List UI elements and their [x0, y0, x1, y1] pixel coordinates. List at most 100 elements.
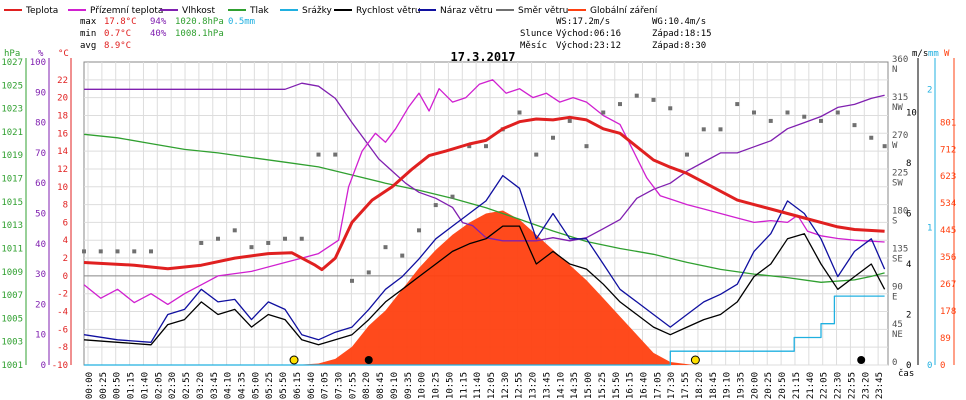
tick-pct: 50	[35, 210, 46, 220]
wind-direction-point	[685, 152, 689, 157]
tick-pct: 80	[35, 119, 46, 129]
wind-direction-point	[333, 152, 338, 157]
tick-ms: 6	[906, 210, 911, 220]
chart-title: 17.3.2017	[450, 50, 515, 64]
wind-direction-point	[651, 97, 656, 102]
tick-degC: 0	[63, 272, 68, 282]
x-tick-label: 23:45	[875, 372, 885, 399]
tick-hPa: 1005	[1, 314, 23, 324]
axis-label-pct: %	[38, 49, 44, 59]
series-p-zemn-teplota	[83, 79, 885, 306]
wind-direction-point	[249, 245, 254, 250]
x-tick-label: 03:45	[210, 372, 220, 399]
tick-pct: 10	[35, 331, 46, 341]
legend-label: Globální záření	[590, 6, 658, 16]
legend-label: Tlak	[249, 6, 270, 16]
x-tick-label: 12:05	[487, 372, 497, 399]
tick-degC: -2	[57, 290, 68, 300]
tick-pct: 0	[41, 361, 46, 371]
tick-ms: 10	[906, 109, 917, 119]
moon-label: Měsíc	[520, 41, 547, 51]
x-tick-label: 19:35	[737, 372, 747, 399]
x-tick-label: 14:10	[556, 372, 566, 399]
x-tick-label: 17:30	[667, 372, 677, 399]
tick-wm2: 356	[940, 253, 956, 263]
wind-direction-point	[618, 102, 622, 107]
tick-hPa: 1019	[1, 151, 23, 161]
x-tick-label: 01:40	[140, 372, 150, 399]
x-tick-label: 12:55	[515, 372, 525, 399]
tick-ms: 2	[906, 311, 911, 321]
x-tick-label: 07:55	[348, 372, 358, 399]
wind-direction-point	[517, 110, 522, 115]
tick-pct: 100	[30, 58, 46, 68]
x-tick-label: 04:10	[224, 372, 234, 399]
tick-hPa: 1027	[1, 58, 23, 68]
legend-label: Teplota	[25, 6, 58, 16]
plot-series	[82, 79, 887, 366]
tick-ms: 0	[906, 361, 911, 371]
wind-direction-point	[852, 123, 857, 128]
tick-wm2: 178	[940, 307, 956, 317]
tick-degC: -6	[57, 325, 68, 335]
x-tick-label: 13:20	[529, 372, 539, 399]
wind-direction-point	[199, 240, 204, 245]
x-tick-label: 20:00	[750, 372, 760, 399]
x-tick-label: 13:45	[542, 372, 552, 399]
wind-direction-point	[417, 228, 421, 233]
tick-wm2: 623	[940, 172, 956, 182]
stat-min-press: 1008.1hPa	[175, 29, 224, 39]
tick-dir: 180	[892, 207, 908, 217]
x-tick-label: 07:05	[321, 372, 331, 399]
tick-pct: 60	[35, 179, 46, 189]
axis-label-mm: mm	[928, 49, 939, 59]
axis-label-ms: m/s	[912, 49, 928, 59]
wind-direction-point	[752, 110, 756, 115]
tick-degC: -4	[57, 308, 68, 318]
stats-block: max 17.8°C 94% 1020.8hPa 0.5mm min 0.7°C…	[80, 17, 255, 51]
tick-dir: 0	[892, 358, 897, 368]
x-tick-label: 08:20	[362, 372, 372, 399]
sunrise-icon	[289, 355, 299, 365]
tick-degC: 12	[57, 165, 68, 175]
x-tick-label: 21:40	[806, 372, 816, 399]
x-tick-label: 00:00	[85, 372, 95, 399]
tick-degC: 22	[57, 76, 68, 86]
stat-avg-label: avg	[80, 41, 96, 51]
x-tick-label: 23:20	[861, 372, 871, 399]
moonset-icon	[364, 356, 373, 364]
series-globalni-zareni	[295, 210, 694, 365]
x-tick-label: 16:15	[626, 372, 636, 399]
tick-mm: 1	[927, 223, 932, 233]
wind-direction-point	[98, 249, 103, 254]
tick-pct: 90	[35, 88, 46, 98]
tick-degC: 8	[63, 201, 68, 211]
tick-pct: 20	[35, 300, 46, 310]
wind-direction-point	[802, 114, 807, 119]
tick-hPa: 1007	[1, 291, 23, 301]
wind-direction-point	[785, 110, 790, 115]
wind-direction-point	[299, 236, 304, 241]
wind-direction-point	[584, 144, 589, 149]
sun-label: Slunce	[520, 29, 553, 39]
x-tick-label: 11:15	[459, 372, 469, 399]
wind-direction-point	[115, 249, 120, 254]
x-tick-label: 18:20	[695, 372, 705, 399]
wind-direction-point	[450, 194, 455, 199]
stat-min-hum: 40%	[150, 29, 167, 39]
x-tick-label: 02:05	[154, 372, 164, 399]
stat-min-temp: 0.7°C	[104, 29, 131, 39]
wind-direction-point	[82, 249, 86, 254]
wind-direction-point	[551, 135, 555, 140]
tick-ms: 4	[906, 260, 911, 270]
x-tick-label: 20:25	[764, 372, 774, 399]
tick-pct: 70	[35, 149, 46, 159]
wind-direction-point	[701, 127, 706, 132]
x-tick-label: 10:50	[445, 372, 455, 399]
wind-direction-point	[735, 102, 740, 107]
tick-hPa: 1009	[1, 268, 23, 278]
wind-direction-point	[567, 118, 572, 123]
x-tick-label: 06:15	[293, 372, 303, 399]
x-tick-label: 10:00	[418, 372, 428, 399]
